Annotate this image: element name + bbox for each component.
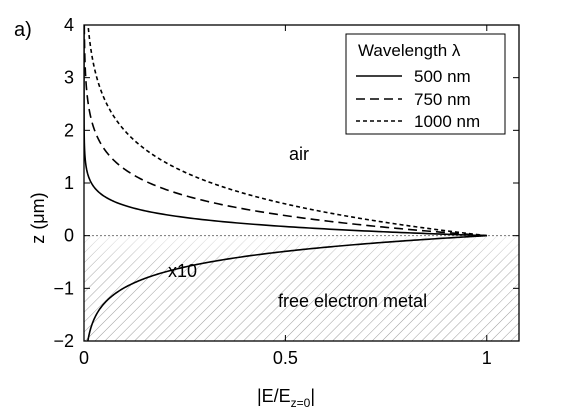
x-tick-label: 0.5	[273, 348, 298, 368]
x-tick-label: 1	[482, 348, 492, 368]
series-line-2	[87, 25, 488, 237]
x-axis-label-start: |E/E	[257, 386, 291, 406]
series-line-3	[87, 234, 487, 341]
y-tick-label: 4	[64, 15, 74, 35]
legend: Wavelength λ 500 nm 750 nm 1000 nm	[345, 33, 506, 135]
metal-label: free electron metal	[278, 291, 427, 311]
x-axis-label: |E/Ez=0|	[257, 386, 315, 410]
legend-entry-750nm: 750 nm	[414, 90, 471, 109]
y-tick-label: 2	[64, 120, 74, 140]
legend-title: Wavelength λ	[358, 41, 461, 60]
x-axis-label-subscript: z=0	[291, 396, 311, 410]
y-tick-label: −2	[53, 331, 74, 351]
y-tick-label: 0	[64, 226, 74, 246]
y-axis-label-end: m)	[28, 192, 48, 213]
legend-entry-500nm: 500 nm	[414, 67, 471, 86]
axis-ticks: 0 0.5 1 −2 −1 0 1 2 3 4	[53, 15, 519, 368]
legend-entry-1000nm: 1000 nm	[414, 112, 480, 131]
air-label: air	[289, 144, 309, 164]
series-line-1	[84, 25, 487, 237]
y-axis-label: z (μm)	[28, 192, 48, 243]
y-axis-label-mu: μ	[28, 213, 48, 223]
y-tick-label: −1	[53, 278, 74, 298]
y-tick-label: 3	[64, 68, 74, 88]
y-tick-label: 1	[64, 173, 74, 193]
panel-label: a)	[14, 19, 32, 41]
x-axis-label-end: |	[310, 386, 315, 406]
legend-box	[345, 33, 506, 135]
metal-region-fade	[84, 235, 519, 341]
y-axis-label-start: z (	[28, 224, 48, 244]
scale-label: x10	[168, 261, 197, 281]
x-tick-label: 0	[79, 348, 89, 368]
